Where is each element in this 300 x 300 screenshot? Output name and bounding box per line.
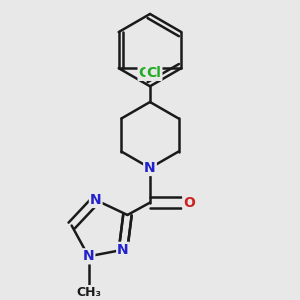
Text: Cl: Cl — [146, 66, 161, 80]
Text: N: N — [117, 243, 129, 257]
Text: N: N — [144, 161, 156, 175]
Text: Cl: Cl — [139, 66, 154, 80]
Text: N: N — [90, 193, 101, 207]
Text: CH₃: CH₃ — [76, 286, 101, 299]
Text: O: O — [183, 196, 195, 210]
Text: N: N — [83, 249, 94, 263]
